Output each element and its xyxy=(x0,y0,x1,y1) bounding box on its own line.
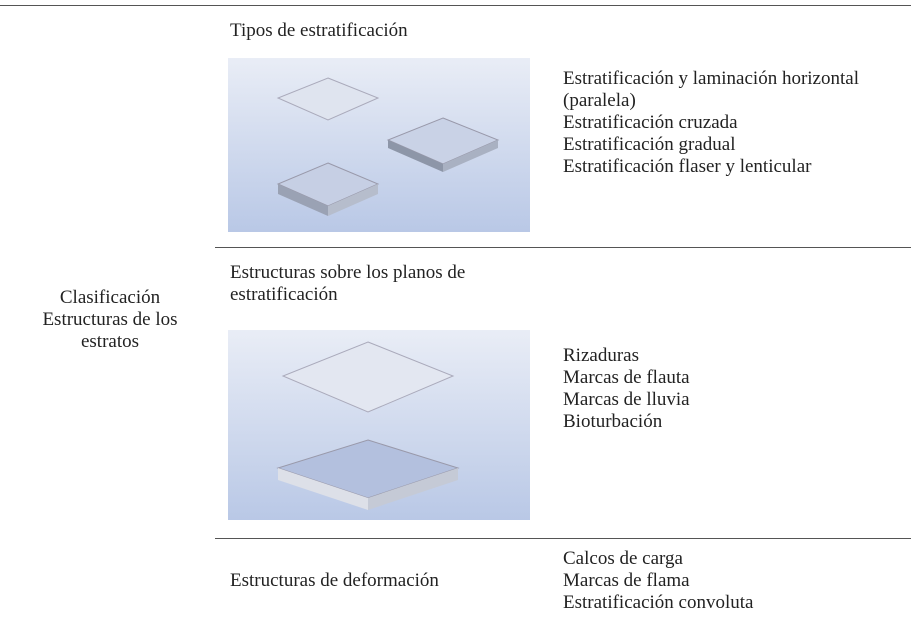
section-title: Tipos de estratificación xyxy=(230,20,408,41)
section-title: Estructuras de deformación xyxy=(230,570,439,591)
list-item: Marcas de flauta xyxy=(563,367,690,388)
list-item: Marcas de lluvia xyxy=(563,389,690,410)
row-rule xyxy=(215,538,911,539)
list-item: Estratificación gradual xyxy=(563,134,736,155)
illustration-drawing xyxy=(276,341,460,510)
list-item: Marcas de flama xyxy=(563,570,690,591)
section-title: Estructuras sobre los planos de estratif… xyxy=(230,262,466,305)
list-item: Estratificación flaser y lenticular xyxy=(563,156,812,177)
list-item: Bioturbación xyxy=(563,411,663,432)
top-rule xyxy=(0,5,911,6)
list-item: Estratificación convoluta xyxy=(563,592,754,613)
list-item: Calcos de carga xyxy=(563,548,683,569)
list-item: Estratificación y laminación horizontal … xyxy=(563,68,859,111)
illustration-drawing xyxy=(276,77,500,216)
item-list: Calcos de carga Marcas de flama Estratif… xyxy=(563,548,898,614)
item-list: Rizaduras Marcas de flauta Marcas de llu… xyxy=(563,345,898,433)
row-rule xyxy=(215,247,911,248)
illustration xyxy=(228,58,530,232)
item-list: Estratificación y laminación horizontal … xyxy=(563,68,898,178)
list-item: Rizaduras xyxy=(563,345,639,366)
illustration xyxy=(228,330,530,520)
row-header: Clasificación Estructuras de los estrato… xyxy=(42,287,178,352)
list-item: Estratificación cruzada xyxy=(563,112,738,133)
